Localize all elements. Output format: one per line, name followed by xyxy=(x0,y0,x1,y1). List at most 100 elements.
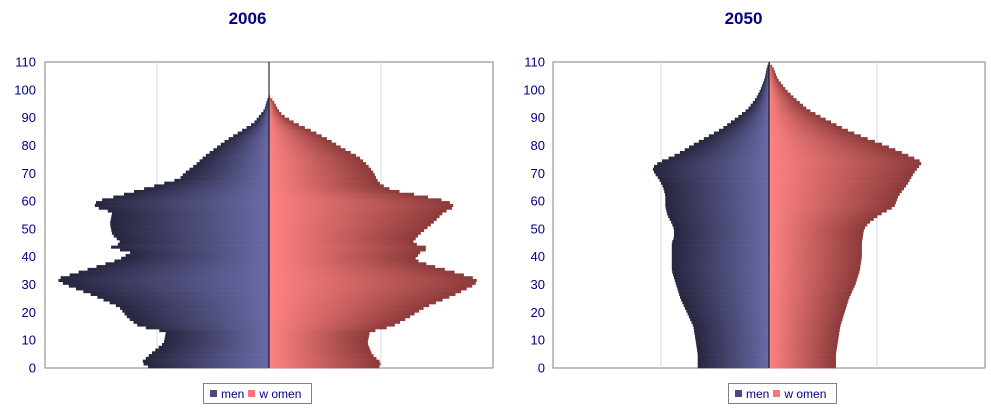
y-tick-label: 50 xyxy=(531,221,545,236)
y-tick-label: 50 xyxy=(22,221,36,236)
men-bar xyxy=(752,100,769,105)
y-tick-label: 40 xyxy=(22,249,36,264)
men-bar xyxy=(185,170,269,174)
women-bar xyxy=(769,89,788,93)
women-bar xyxy=(769,189,902,194)
pyramid-panel-2006: 2006 0 10 20 30 40 50 60 70 80 90 100 110 men w ome… xyxy=(0,0,495,409)
men-bar xyxy=(673,226,769,230)
women-bar xyxy=(769,92,791,96)
women-bar xyxy=(769,164,920,169)
women-bar xyxy=(269,198,442,202)
women-bar xyxy=(769,315,844,319)
women-bar xyxy=(269,281,476,285)
women-bar xyxy=(269,203,454,207)
women-bar xyxy=(769,195,899,199)
men-bar xyxy=(693,326,769,330)
legend-item-women: w omen xyxy=(773,387,826,401)
women-bar xyxy=(769,153,909,157)
women-bar xyxy=(269,253,418,258)
women-bar xyxy=(269,156,361,160)
men-bar xyxy=(202,156,269,160)
women-bar xyxy=(269,231,421,235)
women-bar xyxy=(269,265,436,269)
women-bar xyxy=(269,245,426,249)
y-tick-label: 100 xyxy=(14,82,36,97)
men-bar xyxy=(697,348,769,352)
men-bar xyxy=(693,142,769,146)
y-tick-label: 10 xyxy=(531,333,545,348)
women-bar xyxy=(769,326,841,330)
men-bar xyxy=(681,298,769,302)
y-tick-label: 90 xyxy=(22,110,36,125)
women-bar xyxy=(269,270,455,274)
women-bar xyxy=(769,173,913,177)
women-bar xyxy=(269,326,387,330)
men-bar xyxy=(662,184,769,188)
men-bar xyxy=(672,240,769,244)
legend-swatch-women xyxy=(773,390,781,397)
men-bar xyxy=(673,237,769,241)
men-bar xyxy=(78,270,269,274)
women-bar xyxy=(769,220,871,224)
legend-item-women: w omen xyxy=(248,387,301,401)
men-bar xyxy=(767,64,769,68)
men-bar xyxy=(672,223,769,227)
women-bar xyxy=(269,240,414,244)
women-bar xyxy=(269,192,415,196)
women-bar xyxy=(269,223,431,227)
men-bar xyxy=(209,151,269,155)
women-bar xyxy=(269,362,381,366)
men-bar xyxy=(684,148,769,152)
women-bar xyxy=(769,103,804,107)
women-bar xyxy=(269,195,429,199)
women-bar xyxy=(269,237,416,241)
women-bar xyxy=(269,123,299,127)
women-bar xyxy=(269,145,341,149)
men-bar xyxy=(151,351,269,355)
men-bar xyxy=(665,203,769,207)
men-bar xyxy=(162,342,269,347)
men-bar xyxy=(664,192,769,196)
women-bar xyxy=(769,78,779,82)
women-bar xyxy=(769,320,842,324)
men-bar xyxy=(745,109,769,113)
men-bar xyxy=(668,156,769,160)
women-bar xyxy=(269,98,273,102)
women-bar xyxy=(769,295,850,299)
men-bar xyxy=(668,215,769,219)
men-bar xyxy=(696,345,769,349)
women-bar xyxy=(769,345,838,349)
women-bar xyxy=(769,112,816,116)
men-bar xyxy=(765,73,769,77)
women-bar xyxy=(269,290,462,294)
women-bar xyxy=(769,117,826,121)
women-bar xyxy=(769,273,859,277)
men-bar xyxy=(68,284,269,288)
men-bar xyxy=(657,162,769,166)
men-bar xyxy=(144,187,269,191)
legend-swatch-women xyxy=(248,390,256,397)
men-bar xyxy=(694,331,769,335)
legend-item-men: men xyxy=(210,387,244,401)
men-bar xyxy=(665,198,769,202)
women-bar xyxy=(769,278,857,283)
women-bar xyxy=(769,309,846,313)
y-tick-label: 0 xyxy=(538,361,545,376)
women-bar xyxy=(769,259,862,263)
women-bar xyxy=(269,259,419,263)
women-bar xyxy=(769,100,800,105)
men-bar xyxy=(697,354,769,358)
women-bar xyxy=(769,281,856,285)
women-bar xyxy=(769,265,861,269)
legend-label-men: men xyxy=(221,386,245,401)
men-bar xyxy=(123,192,270,196)
women-bar xyxy=(769,64,773,68)
women-bar xyxy=(269,354,374,358)
men-bar xyxy=(159,329,269,333)
men-bar xyxy=(696,342,769,347)
women-bar xyxy=(269,329,376,333)
men-bar xyxy=(134,189,269,194)
women-bar xyxy=(769,67,774,71)
women-bar xyxy=(769,206,892,210)
women-bar xyxy=(269,95,271,99)
